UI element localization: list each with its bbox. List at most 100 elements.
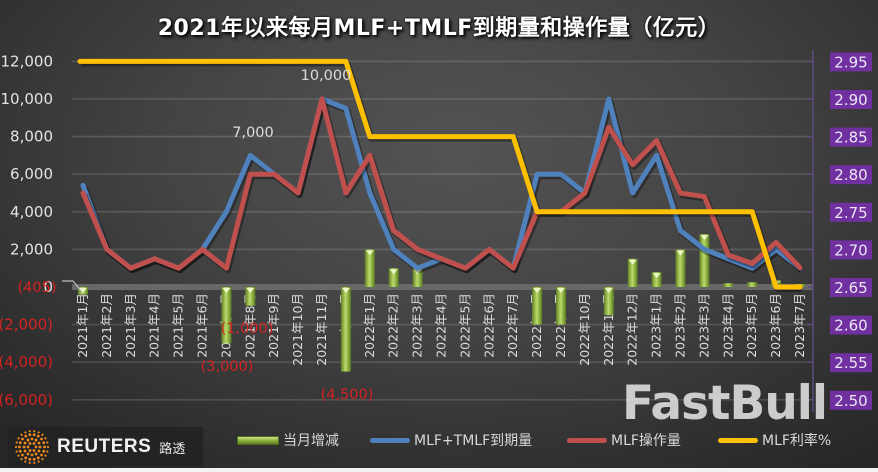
left-y-axis: 12,000 10,000 8,000 6,000 4,000 2,000 0 (2,000)… <box>0 52 53 408</box>
right-axis-tick-label: 2.85 <box>834 129 867 147</box>
line-shadow <box>81 60 802 292</box>
logo-dot <box>36 434 40 438</box>
x-axis-tick-label: 2023年4月 <box>720 293 735 358</box>
right-axis-tick-label: 2.50 <box>834 392 867 410</box>
logo-dot <box>37 431 40 434</box>
bar-2022年2月 <box>388 268 399 287</box>
right-axis-label-box <box>830 353 872 373</box>
bar-2022年8月 <box>532 287 543 325</box>
data-label: (4,500) <box>321 387 374 403</box>
bar-body <box>221 287 232 344</box>
x-axis-tick-label: 2021年3月 <box>123 293 138 358</box>
x-axis-tick-label: 2023年5月 <box>744 293 759 358</box>
left-axis-tick-label: 10,000 <box>1 90 54 108</box>
gridlines <box>72 60 813 401</box>
reuters-dots-icon <box>15 430 49 464</box>
bar-body <box>723 283 734 287</box>
logo-dot <box>42 441 46 445</box>
data-label: 10,000 <box>301 68 352 84</box>
left-axis-tick-label: 12,000 <box>1 52 54 70</box>
logo-dot <box>21 453 24 457</box>
logo-dot <box>28 433 32 437</box>
logo-dot <box>28 449 32 452</box>
bar-marker-icon <box>413 269 422 275</box>
right-axis-tick-label: 2.70 <box>834 241 867 259</box>
logo-dot <box>28 461 31 464</box>
x-axis-tick-label: 2021年4月 <box>147 293 162 358</box>
logo-dot <box>15 441 18 444</box>
x-axis-tick-label: 2022年12月 <box>625 293 640 366</box>
legend-item-monthly-change: 当月增减 <box>237 430 339 450</box>
logo-dot <box>37 460 40 463</box>
logo-dot <box>26 452 30 456</box>
logo-dot <box>24 456 28 460</box>
x-axis-tick-label: 2021年2月 <box>99 293 114 358</box>
bar-2022年9月 <box>556 287 566 325</box>
logo-dot <box>33 430 36 433</box>
bar-marker-icon <box>652 273 661 279</box>
legend-swatch-bar <box>237 435 279 445</box>
right-axis-label-box <box>830 390 872 410</box>
right-axis-label-box <box>830 240 872 260</box>
bar-body <box>245 287 256 306</box>
bar-2022年1月 <box>364 249 375 287</box>
x-axis-tick-label: 2022年7月 <box>505 293 520 358</box>
bar-marker-icon <box>676 250 685 256</box>
bar-2022年12月 <box>627 258 638 287</box>
bar-body <box>675 249 686 287</box>
logo-dot <box>46 441 49 444</box>
fastbull-watermark: FastBull <box>622 376 828 431</box>
logo-dot <box>32 442 36 445</box>
left-axis-tick-label: 4,000 <box>10 203 53 221</box>
left-axis-tick-label: 6,000 <box>10 165 53 183</box>
right-axis-tick-label: 2.55 <box>834 354 867 372</box>
bar-body <box>627 258 638 287</box>
legend-item-operation: MLF操作量 <box>567 430 681 450</box>
logo-dot <box>34 438 38 442</box>
logo-dot <box>43 445 46 449</box>
logo-dot <box>33 461 36 464</box>
x-axis-tick-label: 2021年9月 <box>266 293 281 358</box>
logo-dot <box>44 437 47 440</box>
x-axis-tick-label: 2021年8月 <box>242 293 257 358</box>
bar-body <box>340 287 351 372</box>
x-axis-tick-label: 2022年5月 <box>457 293 472 358</box>
logo-dot <box>42 449 46 453</box>
legend-swatch-red-line <box>567 437 607 443</box>
line-MLF利率% <box>77 58 803 290</box>
x-axis-tick-label: 2023年7月 <box>792 293 807 358</box>
logo-dot <box>24 460 27 463</box>
right-axis-label-box <box>830 127 872 147</box>
logo-dot <box>21 437 24 441</box>
logo-dot <box>28 430 31 433</box>
data-label: (3,000) <box>201 359 254 375</box>
logo-dot <box>26 445 30 449</box>
bar-marker-icon <box>628 259 637 265</box>
bar-marker-icon <box>222 288 231 293</box>
x-axis-tick-label: 2022年4月 <box>434 293 449 358</box>
right-axis-tick-label: 2.90 <box>834 91 867 109</box>
logo-dot <box>36 456 40 460</box>
bar-marker-icon <box>533 288 542 293</box>
logo-dot <box>32 433 36 437</box>
x-axis-tick-label: 2021年5月 <box>171 293 186 358</box>
left-axis-tick-label: (2,000) <box>0 316 53 334</box>
left-axis-tick-label: (6,000) <box>0 391 53 409</box>
data-label: (405) <box>18 280 57 296</box>
x-axis-tick-label: 2021年1月 <box>75 293 90 358</box>
legend-swatch-yellow-line <box>718 437 758 443</box>
logo-dot <box>30 453 34 457</box>
left-axis-tick-label: 0 <box>43 278 53 296</box>
bar-body <box>532 287 543 325</box>
x-axis-tick-label: 2023年6月 <box>768 293 783 358</box>
x-axis-tick-label: 2022年1月 <box>362 293 377 358</box>
bar-body <box>388 268 399 287</box>
bar-2021年7月 <box>221 287 232 344</box>
reuters-logo-box: REUTERS 路透 <box>8 427 203 467</box>
logo-dot <box>46 445 49 449</box>
logo-dot <box>34 452 38 456</box>
line-series <box>77 58 804 292</box>
logo-dot <box>17 437 20 440</box>
logo-dot <box>20 433 23 437</box>
